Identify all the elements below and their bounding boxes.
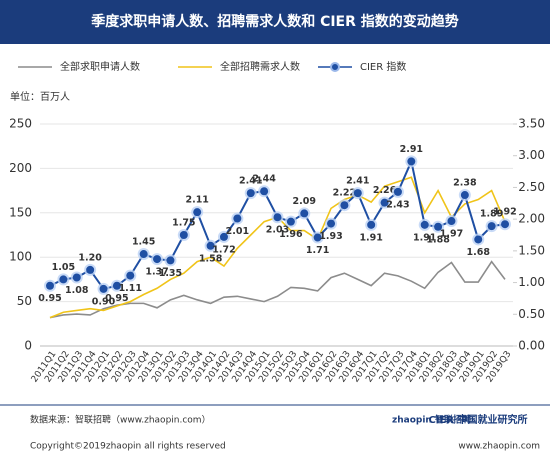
legend-label: 全部招聘需求人数 [220,60,300,73]
data-label: 2.41 [346,176,369,187]
y-tick-label: 100 [9,250,32,264]
data-label: 1.93 [319,231,342,242]
marker [206,241,215,250]
y2-tick-label: 1.50 [518,243,545,257]
data-label: 0.95 [38,293,61,304]
marker [153,255,162,264]
marker [327,219,336,228]
marker [313,233,322,242]
data-label: 2.41 [239,176,262,187]
data-label: 1.45 [132,237,155,248]
marker [380,198,389,207]
data-label: 2.91 [400,144,423,155]
data-label: 1.92 [493,207,516,218]
series-line [49,260,506,319]
marker [59,275,68,284]
y-tick-label: 50 [17,294,32,308]
marker [286,217,295,226]
marker [393,187,402,196]
data-label: 2.01 [226,226,249,237]
website: www.zhaopin.com [458,442,540,452]
data-label: 1.71 [306,245,329,256]
marker [86,265,95,274]
data-label: 2.44 [252,174,276,185]
marker [273,213,282,222]
marker [300,209,309,218]
marker [139,250,148,259]
marker [420,220,429,229]
data-label: 1.11 [119,283,142,294]
marker [460,191,469,200]
y2-tick-label: 0.50 [518,307,545,321]
marker [179,231,188,239]
chart-title: 季度求职申请人数、招聘需求人数和 CIER 指数的变动趋势 [90,13,459,30]
marker [367,220,376,229]
legend-label: CIER 指数 [360,60,406,73]
data-label: 1.88 [426,234,450,245]
header-bar [0,0,550,44]
data-label: 2.11 [185,195,208,206]
y2-tick-label: 3.00 [518,148,545,162]
logo-left: zhaopin 智联招聘 [392,414,471,426]
marker [340,201,349,210]
data-label: 0.95 [105,293,128,304]
marker [99,284,108,293]
copyright: Copyright©2019zhaopin all rights reserve… [30,442,226,452]
data-label: 2.43 [386,199,409,210]
data-label: 2.22 [333,188,356,199]
data-label: 1.75 [172,218,195,229]
data-label: 2.09 [293,196,316,207]
y2-tick-label: 3.50 [518,117,545,131]
marker [434,222,443,231]
marker [219,232,228,241]
marker [353,189,362,198]
legend-label: 全部求职申请人数 [60,60,140,73]
data-label: 1.72 [212,244,235,255]
data-label: 0.90 [92,296,116,307]
marker [447,217,456,226]
y-tick-label: 250 [9,117,32,131]
source: 数据来源：智联招聘（www.zhaopin.com） [30,414,211,426]
y2-tick-label: 2.50 [518,180,545,194]
y-tick-label: 200 [9,161,32,175]
marker [260,187,269,196]
y-tick-label: 0 [24,339,32,353]
marker [474,235,483,244]
marker [126,271,135,280]
data-label: 1.89 [480,209,503,220]
logo-right: CIER 中国就业研究所 [428,413,527,426]
data-label: 1.35 [159,268,182,279]
data-label: 2.26 [373,185,397,196]
y2-tick-label: 0.00 [518,339,545,353]
data-label: 1.37 [145,267,168,278]
legend-marker [330,62,340,72]
data-label: 2.03 [266,225,289,236]
y-tick-label: 150 [9,205,32,219]
marker [501,220,509,229]
marker [166,256,175,265]
data-label: 1.08 [65,285,89,296]
data-label: 1.58 [199,253,223,264]
data-label: 2.38 [453,178,477,189]
unit-label: 单位：百万人 [10,90,70,103]
marker [193,208,202,217]
data-label: 1.91 [413,232,436,243]
marker [112,281,121,290]
data-label: 1.68 [467,247,491,258]
data-label: 1.96 [279,229,303,240]
marker [72,273,81,282]
data-label: 1.91 [359,232,382,243]
marker [46,281,54,290]
marker [407,157,416,166]
marker [246,189,255,198]
data-label: 1.20 [78,252,102,263]
y2-tick-label: 1.00 [518,275,545,289]
data-label: 1.05 [52,262,75,273]
marker [487,222,496,231]
marker [233,214,242,223]
data-label: 1.97 [440,229,463,240]
y2-tick-label: 2.00 [518,212,545,226]
